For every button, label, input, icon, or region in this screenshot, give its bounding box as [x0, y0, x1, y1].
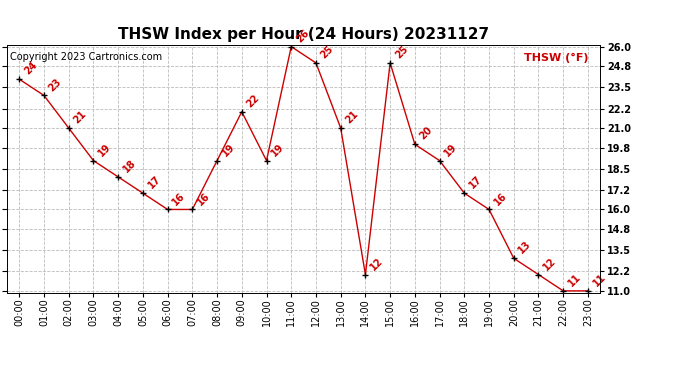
Text: 16: 16 [170, 190, 187, 207]
Text: 13: 13 [517, 239, 533, 256]
Text: 18: 18 [121, 158, 138, 174]
Text: 16: 16 [492, 190, 509, 207]
Text: 26: 26 [294, 28, 310, 44]
Text: Copyright 2023 Cartronics.com: Copyright 2023 Cartronics.com [10, 53, 162, 62]
Text: 16: 16 [195, 190, 212, 207]
Text: 12: 12 [368, 255, 385, 272]
Text: THSW (°F): THSW (°F) [524, 53, 589, 63]
Text: 25: 25 [319, 44, 335, 60]
Text: 24: 24 [22, 60, 39, 77]
Title: THSW Index per Hour (24 Hours) 20231127: THSW Index per Hour (24 Hours) 20231127 [118, 27, 489, 42]
Text: 19: 19 [97, 141, 113, 158]
Text: 22: 22 [245, 93, 262, 110]
Text: 19: 19 [220, 141, 237, 158]
Text: 11: 11 [591, 272, 607, 288]
Text: 19: 19 [270, 141, 286, 158]
Text: 21: 21 [72, 109, 88, 126]
Text: 25: 25 [393, 44, 410, 60]
Text: 11: 11 [566, 272, 583, 288]
Text: 21: 21 [344, 109, 360, 126]
Text: 12: 12 [542, 255, 558, 272]
Text: 17: 17 [467, 174, 484, 191]
Text: 20: 20 [418, 125, 435, 142]
Text: 17: 17 [146, 174, 162, 191]
Text: 23: 23 [47, 76, 63, 93]
Text: 19: 19 [442, 141, 459, 158]
